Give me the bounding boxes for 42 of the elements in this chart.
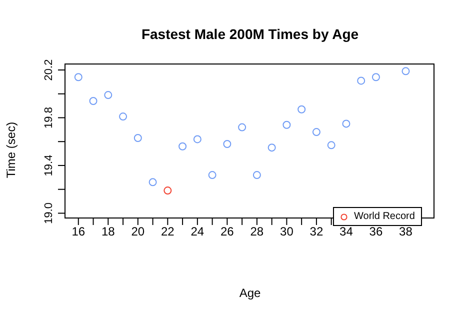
point [193,135,202,144]
point [178,142,187,150]
x-tick-label: 32 [310,224,324,239]
point [223,140,232,148]
chart-title: Fastest Male 200M Times by Age [140,26,360,42]
point [208,171,216,180]
y-tick-label: 19.4 [43,154,55,176]
x-tick-label: 28 [250,224,264,239]
point [282,120,291,129]
x-tick-label: 36 [369,224,383,239]
point [268,144,276,152]
point [164,186,172,195]
point [74,73,82,82]
x-tick-label: 18 [101,224,116,239]
point [252,171,261,180]
point [357,76,366,85]
x-tick-label: 30 [280,224,294,239]
point [134,134,142,142]
x-tick-label: 38 [399,224,413,239]
x-tick-label: 20 [131,224,145,239]
x-tick-label: 26 [220,224,234,239]
point [327,141,336,150]
point [342,120,350,128]
legend-label: World Record [354,211,415,222]
y-tick-label: 20.2 [43,59,55,81]
y-tick-label: 19.0 [43,202,55,224]
x-axis-title: Age [238,286,262,300]
point [104,91,112,100]
point [238,123,246,132]
y-axis-title: Time (sec) [4,120,18,180]
point [298,105,306,114]
x-tick-label: 22 [160,224,175,239]
x-tick-label: 34 [340,224,354,239]
x-tick-label: 24 [190,224,204,239]
point [372,73,380,82]
point [148,178,157,186]
point [89,97,98,106]
point [402,67,410,76]
y-tick-label: 19.8 [43,107,55,128]
point [119,112,128,121]
x-tick-label: 16 [72,224,86,239]
point [312,128,320,136]
